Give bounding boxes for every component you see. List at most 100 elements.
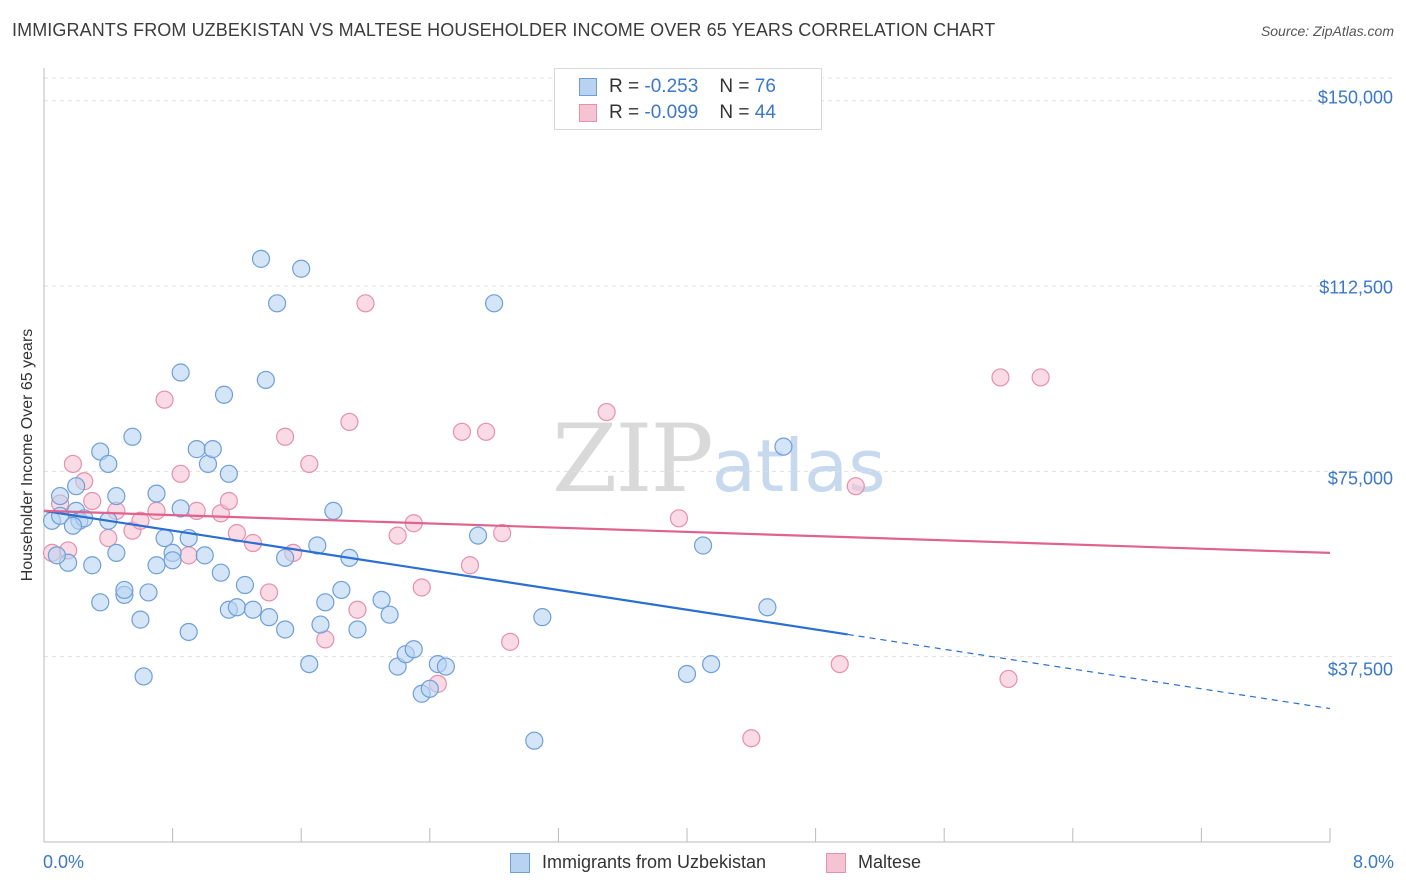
uzbekistan-point (147, 484, 166, 503)
maltese-point (501, 632, 520, 651)
uzbekistan-point (702, 654, 721, 674)
maltese-trend-line (43, 509, 1331, 554)
maltese-point (340, 412, 359, 432)
uzbekistan-point (83, 556, 102, 575)
uzbekistan-point (131, 610, 150, 629)
r-label: R = (609, 102, 640, 123)
uzbekistan-point (267, 294, 287, 313)
uzbekistan-point (163, 551, 182, 570)
uzbekistan-point (677, 664, 697, 684)
uzbekistan-point (99, 454, 118, 474)
maltese-point (742, 729, 761, 748)
maltese-point (460, 556, 480, 575)
legend-swatch-blue (510, 852, 530, 873)
uzbekistan-point (227, 598, 246, 617)
uzbekistan-point (256, 370, 275, 390)
uzbekistan-point (203, 440, 222, 459)
uzbekistan-point (380, 605, 399, 624)
maltese-point (276, 427, 295, 446)
uzbekistan-trend-extension (847, 633, 1331, 710)
uzbekistan-point (332, 580, 351, 600)
maltese-point (348, 600, 367, 619)
maltese-point (669, 509, 689, 528)
legend-swatch-blue (579, 78, 597, 96)
watermark-zip: ZIP (552, 405, 714, 514)
uzbekistan-point (468, 526, 488, 545)
uzbekistan-point (123, 427, 142, 446)
uzbekistan-point (316, 593, 335, 612)
legend-label: Immigrants from Uzbekistan (542, 852, 767, 872)
uzbekistan-point (420, 679, 439, 698)
uzbekistan-point (67, 477, 86, 496)
y-tick-label: $75,000 (1327, 468, 1393, 489)
maltese-point (846, 477, 865, 496)
uzbekistan-point (50, 486, 70, 506)
maltese-point (476, 422, 496, 441)
uzbekistan-point (485, 294, 504, 313)
uzbekistan-point (107, 486, 126, 506)
uzbekistan-point (525, 731, 544, 750)
uzbekistan-point (436, 657, 455, 676)
x-tick-label-max: 8.0% (1352, 852, 1394, 872)
r-value: -0.253 (644, 76, 699, 97)
uzbekistan-point (259, 608, 279, 627)
maltese-point (179, 546, 198, 565)
uzbekistan-point (292, 259, 311, 278)
y-tick-label: $37,500 (1327, 659, 1393, 680)
maltese-point (830, 654, 849, 674)
uzbekistan-point (139, 583, 158, 602)
uzbekistan-point (115, 580, 134, 600)
legend-row-uzbekistan: R = -0.253 N = 76 (579, 75, 776, 99)
uzbekistan-point (758, 598, 777, 617)
uzbekistan-point (187, 440, 206, 459)
chart-title: IMMIGRANTS FROM UZBEKISTAN VS MALTESE HO… (12, 20, 996, 40)
uzbekistan-point (147, 556, 166, 575)
uzbekistan-point (372, 590, 391, 609)
uzbekistan-point (693, 536, 713, 555)
uzbekistan-point (311, 615, 330, 634)
uzbekistan-point (195, 546, 214, 565)
uzbekistan-point (107, 543, 126, 562)
uzbekistan-point (211, 563, 230, 582)
maltese-point (63, 454, 83, 474)
uzbekistan-point (155, 528, 174, 548)
maltese-point (171, 464, 190, 483)
y-tick-label: $112,500 (1319, 277, 1393, 298)
uzbekistan-point (219, 464, 238, 483)
maltese-point (1031, 368, 1050, 387)
maltese-point (99, 528, 118, 548)
legend-swatch-pink (579, 104, 597, 122)
x-tick-label-min: 0.0% (43, 852, 85, 872)
maltese-point (155, 390, 174, 409)
maltese-point (412, 578, 431, 597)
legend-swatch-pink (826, 852, 846, 873)
uzbekistan-point (171, 499, 190, 518)
maltese-point (147, 501, 166, 520)
uzbekistan-point (91, 593, 110, 612)
uzbekistan-trend-line (43, 509, 848, 636)
uzbekistan-point (251, 249, 271, 268)
uzbekistan-point (171, 363, 190, 382)
uzbekistan-point (235, 575, 255, 595)
uzbekistan-point (276, 548, 295, 567)
n-label: N = (719, 76, 750, 97)
maltese-point (493, 524, 512, 543)
uzbekistan-point (243, 600, 263, 619)
maltese-point (356, 294, 375, 313)
uzbekistan-point (63, 516, 83, 535)
uzbekistan-point (533, 608, 552, 627)
uzbekistan-point (404, 640, 423, 659)
maltese-point (219, 491, 238, 511)
watermark: ZIPatlas (552, 405, 886, 514)
r-value: -0.099 (644, 102, 699, 123)
source-label: Source: ZipAtlas.com (1260, 23, 1394, 39)
r-label: R = (609, 76, 640, 97)
bottom-legend-uzbekistan: Immigrants from Uzbekistan (510, 852, 766, 873)
uzbekistan-point (276, 620, 295, 639)
uzbekistan-point (774, 437, 793, 456)
stats-legend: R = -0.253 N = 76 R = -0.099 N = 44 (554, 68, 822, 130)
uzbekistan-point (214, 385, 234, 404)
maltese-point (452, 422, 472, 441)
uzbekistan-point (300, 654, 319, 674)
